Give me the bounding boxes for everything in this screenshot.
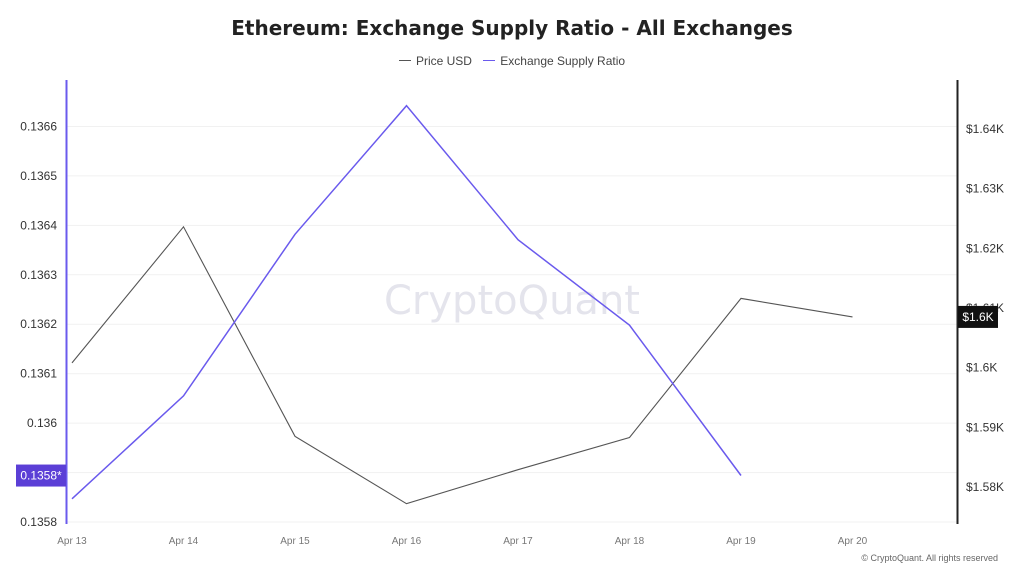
right-tick-label: $1.59K — [966, 420, 1004, 434]
x-axis-ticks: Apr 13 Apr 14 Apr 15 Apr 16 Apr 17 Apr 18 Apr … — [57, 536, 867, 547]
left-tick-label: 0.1365 — [20, 169, 57, 183]
left-tick-label: 0.1366 — [20, 119, 57, 133]
right-axis-ticks: $1.58K$1.59K$1.6K$1.61K$1.62K$1.63K$1.64… — [966, 122, 1004, 494]
exchange-supply-ratio-point[interactable] — [181, 393, 187, 399]
watermark: CryptoQuant — [384, 278, 640, 324]
price-usd-line[interactable] — [71, 225, 853, 505]
legend-swatch-supply-ratio — [483, 60, 496, 61]
chart-title: Ethereum: Exchange Supply Ratio - All Ex… — [231, 16, 793, 40]
x-tick-label: Apr 14 — [169, 536, 199, 547]
exchange-supply-ratio-line[interactable] — [71, 104, 742, 500]
left-tick-label: 0.136 — [27, 416, 57, 430]
right-tick-label: $1.63K — [966, 182, 1004, 196]
right-tick-label: $1.58K — [966, 480, 1004, 494]
left-tick-label: 0.1363 — [20, 268, 57, 282]
right-tick-label: $1.62K — [966, 241, 1004, 255]
chart-legend: Price USD Exchange Supply Ratio — [0, 50, 1024, 68]
price-usd-point[interactable] — [292, 433, 298, 439]
legend-label-price: Price USD — [415, 53, 472, 68]
legend-swatch-price — [398, 60, 411, 61]
price-usd-point[interactable] — [404, 501, 410, 507]
price-usd-point[interactable] — [69, 360, 75, 366]
x-tick-label: Apr 15 — [280, 536, 310, 547]
left-tick-label: 0.1362 — [20, 317, 57, 331]
right-axis-badge-label: $1.6K — [962, 310, 993, 324]
exchange-supply-ratio-point[interactable] — [627, 322, 633, 328]
left-axis-ticks: 0.13580.13590.1360.13610.13620.13630.136… — [20, 119, 57, 529]
price-usd-point[interactable] — [738, 295, 744, 301]
x-tick-label: Apr 18 — [615, 536, 645, 547]
price-usd-point[interactable] — [515, 467, 521, 473]
left-tick-label: 0.1358 — [20, 515, 57, 529]
x-tick-label: Apr 17 — [503, 536, 533, 547]
x-tick-label: Apr 16 — [392, 536, 422, 547]
copyright-text: © CryptoQuant. All rights reserved — [861, 553, 998, 563]
series-layer — [69, 103, 856, 507]
left-tick-label: 0.1364 — [20, 218, 57, 232]
legend-item-supply-ratio[interactable]: Exchange Supply Ratio — [483, 54, 625, 68]
right-axis-badge — [958, 305, 998, 328]
exchange-supply-ratio-point[interactable] — [738, 473, 744, 479]
legend-label-supply-ratio: Exchange Supply Ratio — [500, 53, 626, 68]
price-usd-point[interactable] — [627, 434, 633, 440]
legend-item-price[interactable]: Price USD — [398, 53, 472, 68]
x-tick-label: Apr 19 — [726, 536, 756, 547]
right-tick-label: $1.64K — [966, 122, 1004, 136]
exchange-supply-ratio-point[interactable] — [292, 231, 298, 237]
price-usd-point[interactable] — [850, 314, 856, 320]
left-tick-label: 0.1361 — [20, 367, 57, 381]
axis-badges: 0.1358* $1.6K — [16, 305, 998, 487]
price-usd-point[interactable] — [181, 224, 187, 230]
left-axis-badge — [16, 464, 66, 487]
exchange-supply-ratio-point[interactable] — [515, 237, 521, 243]
x-tick-label: Apr 20 — [838, 536, 868, 547]
exchange-supply-ratio-point[interactable] — [404, 103, 410, 109]
right-tick-label: $1.6K — [966, 361, 997, 375]
left-axis-badge-label: 0.1358* — [20, 469, 62, 483]
grid-lines — [67, 125, 957, 523]
x-tick-label: Apr 13 — [57, 536, 87, 547]
exchange-supply-ratio-point[interactable] — [69, 496, 75, 502]
